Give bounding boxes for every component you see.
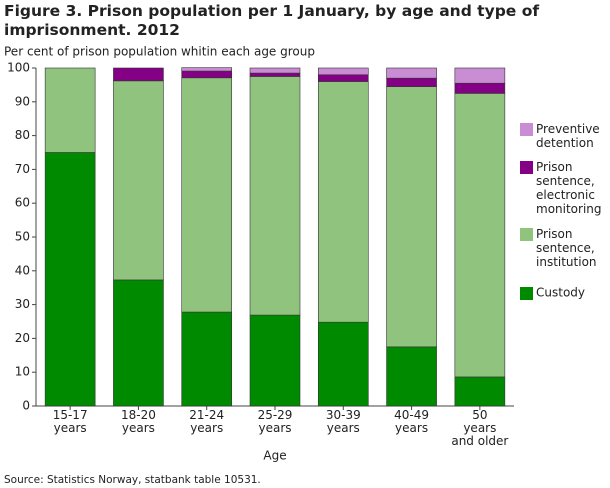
bar-segment: [113, 67, 164, 82]
bar-segment: [386, 67, 437, 79]
bar-segment: [317, 81, 369, 323]
x-tick-label: 50 years and older: [451, 408, 508, 448]
x-axis-title: Age: [263, 449, 286, 463]
bar-segment: [181, 77, 233, 313]
y-tick-label: 10: [15, 365, 30, 379]
y-tick-label: 50: [15, 230, 30, 244]
x-tick-label: 21-24 years: [189, 408, 224, 435]
chart-title: Figure 3. Prison population per 1 Januar…: [4, 2, 540, 39]
legend-label: Preventive detention: [536, 122, 600, 150]
y-tick-label: 20: [15, 331, 30, 345]
legend-swatch: [520, 287, 533, 300]
legend-swatch: [520, 123, 533, 136]
bar-segment: [317, 321, 369, 407]
bar-segment: [317, 74, 369, 82]
y-tick-label: 40: [15, 263, 30, 277]
legend-label: Prison sentence, institution: [536, 227, 597, 269]
bar-segment: [454, 93, 506, 378]
x-tick-label: 40-49 years: [394, 408, 429, 435]
bar-segment: [454, 82, 506, 94]
legend-label: Prison sentence, electronic monitoring: [536, 160, 602, 216]
bar-segment: [454, 67, 506, 84]
bar-segment: [249, 72, 301, 77]
y-tick-label: 100: [7, 61, 30, 75]
legend-swatch: [520, 228, 533, 241]
bar-segment: [386, 346, 437, 407]
chart-subtitle: Per cent of prison population whitin eac…: [4, 45, 315, 59]
bar-segment: [181, 311, 233, 407]
bar-segment: [249, 314, 301, 407]
y-tick-label: 60: [15, 196, 30, 210]
bar-segment: [181, 70, 233, 79]
x-tick-label: 18-20 years: [121, 408, 156, 435]
y-tick-label: 90: [15, 94, 30, 108]
y-tick-label: 70: [15, 162, 30, 176]
y-tick-label: 0: [22, 399, 30, 413]
bar-segment: [113, 279, 164, 407]
y-tick-label: 30: [15, 297, 30, 311]
legend-swatch: [520, 161, 533, 174]
x-tick-label: 25-29 years: [258, 408, 293, 435]
bar-segment: [44, 67, 96, 153]
bar-segment: [181, 67, 233, 72]
bar-segment: [44, 152, 96, 407]
legend-label: Custody: [536, 286, 585, 300]
bar-segment: [454, 376, 506, 407]
bar-segment: [317, 67, 369, 76]
bar-segment: [386, 86, 437, 348]
source: Source: Statistics Norway, statbank tabl…: [4, 474, 261, 486]
y-tick-label: 80: [15, 128, 30, 142]
bar-segment: [249, 76, 301, 316]
bar-segment: [386, 77, 437, 87]
bar-segment: [249, 67, 301, 74]
bar-segment: [113, 80, 164, 281]
x-tick-label: 30-39 years: [326, 408, 361, 435]
x-tick-label: 15-17 years: [53, 408, 88, 435]
